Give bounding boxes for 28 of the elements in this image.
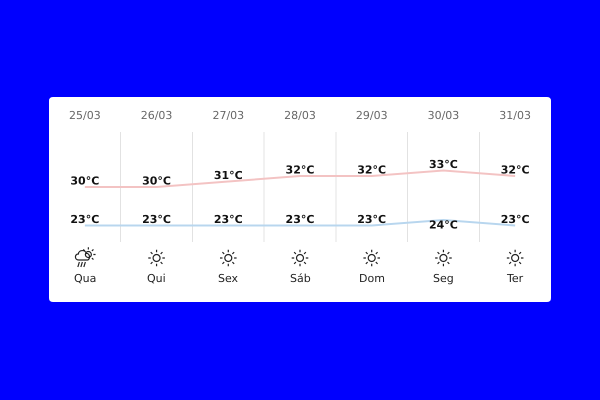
x-tick-label: 30/03 xyxy=(428,108,460,122)
x-tick-label: 25/03 xyxy=(69,108,101,122)
data-label: 30°C xyxy=(70,174,100,188)
text: Sáb xyxy=(290,272,311,285)
text: Seg xyxy=(433,272,454,285)
data-label: 23°C xyxy=(142,212,172,226)
data-label: 23°C xyxy=(500,212,530,226)
x-tick-label: 27/03 xyxy=(212,108,244,122)
x-tick-label: 28/03 xyxy=(284,108,316,122)
data-label: 23°C xyxy=(214,212,243,226)
data-label: 24°C xyxy=(428,218,458,232)
data-label: 32°C xyxy=(500,163,530,176)
text: Qui xyxy=(147,272,166,285)
data-label: 31°C xyxy=(214,168,243,182)
text: Qua xyxy=(74,272,96,285)
x-tick-label: 31/03 xyxy=(499,108,531,122)
data-label: 23°C xyxy=(286,212,314,226)
data-label: 30°C xyxy=(142,174,172,188)
text: Ter xyxy=(506,272,524,285)
x-tick-label: 29/03 xyxy=(356,108,388,122)
data-label: 23°C xyxy=(70,212,100,226)
data-label: 33°C xyxy=(428,158,458,171)
x-tick-label: 26/03 xyxy=(140,108,172,122)
text: Sex xyxy=(218,272,239,285)
text: Dom xyxy=(359,272,385,285)
data-label: 32°C xyxy=(357,163,386,176)
data-label: 23°C xyxy=(357,212,386,226)
data-label: 32°C xyxy=(286,163,314,176)
